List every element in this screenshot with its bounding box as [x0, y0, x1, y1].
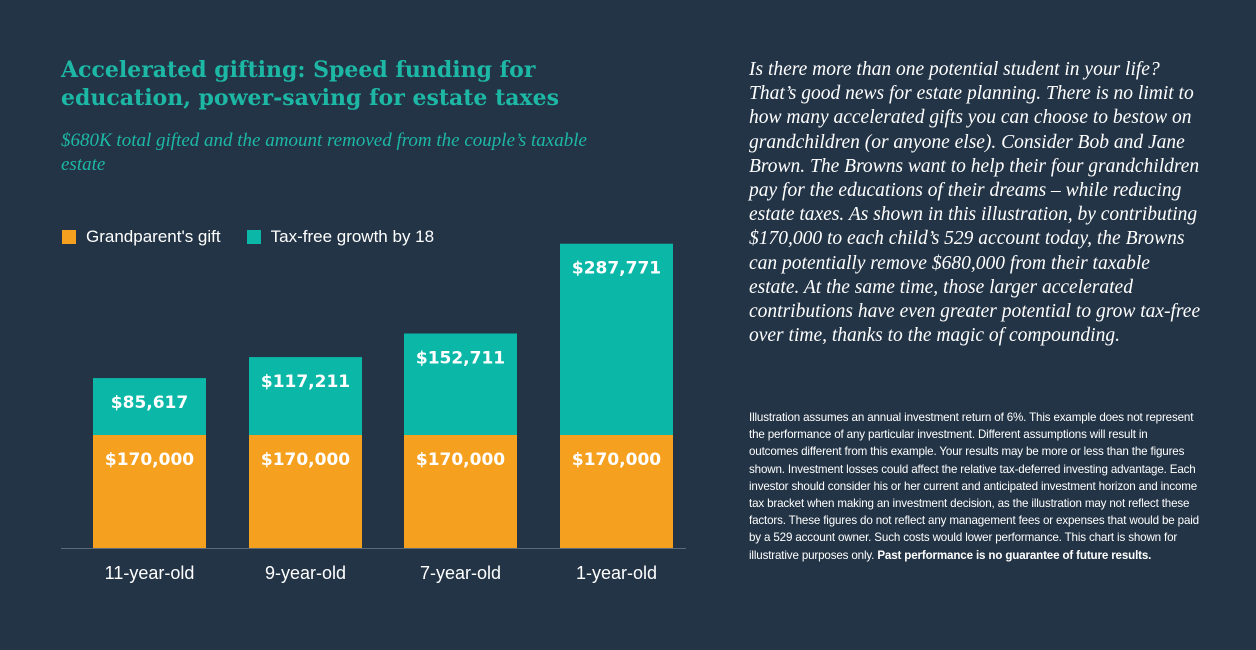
legend-label-gift: Grandparent's gift: [86, 227, 221, 246]
bar-tax-free-growth-by-18-1-year-old: [560, 243, 673, 435]
data-label-grandparent-s-gift-9-year-old: $170,000: [261, 450, 350, 470]
x-tick-label-1-year-old: 1-year-old: [576, 563, 657, 583]
data-label-tax-free-growth-by-18-9-year-old: $117,211: [261, 372, 350, 392]
data-label-tax-free-growth-by-18-1-year-old: $287,771: [572, 259, 661, 279]
x-tick-label-7-year-old: 7-year-old: [420, 563, 501, 583]
chart-subtitle: $680K total gifted and the amount remove…: [61, 130, 587, 175]
data-label-grandparent-s-gift-7-year-old: $170,000: [416, 450, 505, 470]
bar-grandparent-s-gift-11-year-old: [93, 435, 206, 548]
data-label-tax-free-growth-by-18-11-year-old: $85,617: [111, 393, 188, 413]
bar-grandparent-s-gift-1-year-old: [560, 435, 673, 548]
stacked-bar-chart: $170,000 $85,617 11-year-old $170,000 $117,2…: [61, 243, 686, 583]
data-label-grandparent-s-gift-11-year-old: $170,000: [105, 450, 194, 470]
legend-item-gift: Grandparent's gift: [62, 227, 221, 247]
bar-grandparent-s-gift-9-year-old: [249, 435, 362, 548]
data-label-tax-free-growth-by-18-7-year-old: $152,711: [416, 348, 505, 368]
x-tick-label-9-year-old: 9-year-old: [265, 563, 346, 583]
intro-paragraph: Is there more than one potential student…: [749, 59, 1201, 347]
legend-label-growth: Tax-free growth by 18: [270, 227, 435, 246]
chart-title: Accelerated gifting: Speed funding for e…: [61, 57, 559, 111]
bar-tax-free-growth-by-18-11-year-old: [93, 378, 206, 435]
legend-swatch-growth: [246, 230, 261, 244]
disclaimer-text: Illustration assumes an annual investmen…: [749, 411, 1199, 562]
data-label-grandparent-s-gift-1-year-old: $170,000: [572, 450, 661, 470]
chart-legend: Grandparent's gift Tax-free growth by 18: [62, 226, 434, 248]
legend-item-growth: Tax-free growth by 18: [246, 227, 435, 247]
bar-tax-free-growth-by-18-7-year-old: [404, 333, 517, 435]
x-tick-label-11-year-old: 11-year-old: [105, 563, 195, 583]
bar-tax-free-growth-by-18-9-year-old: [249, 357, 362, 435]
legend-swatch-gift: [62, 230, 76, 244]
bar-grandparent-s-gift-7-year-old: [404, 435, 517, 548]
disclaimer-paragraph: Illustration assumes an annual investmen…: [749, 409, 1199, 564]
disclaimer-bold-text: Past performance is no guarantee of futu…: [877, 548, 1152, 562]
